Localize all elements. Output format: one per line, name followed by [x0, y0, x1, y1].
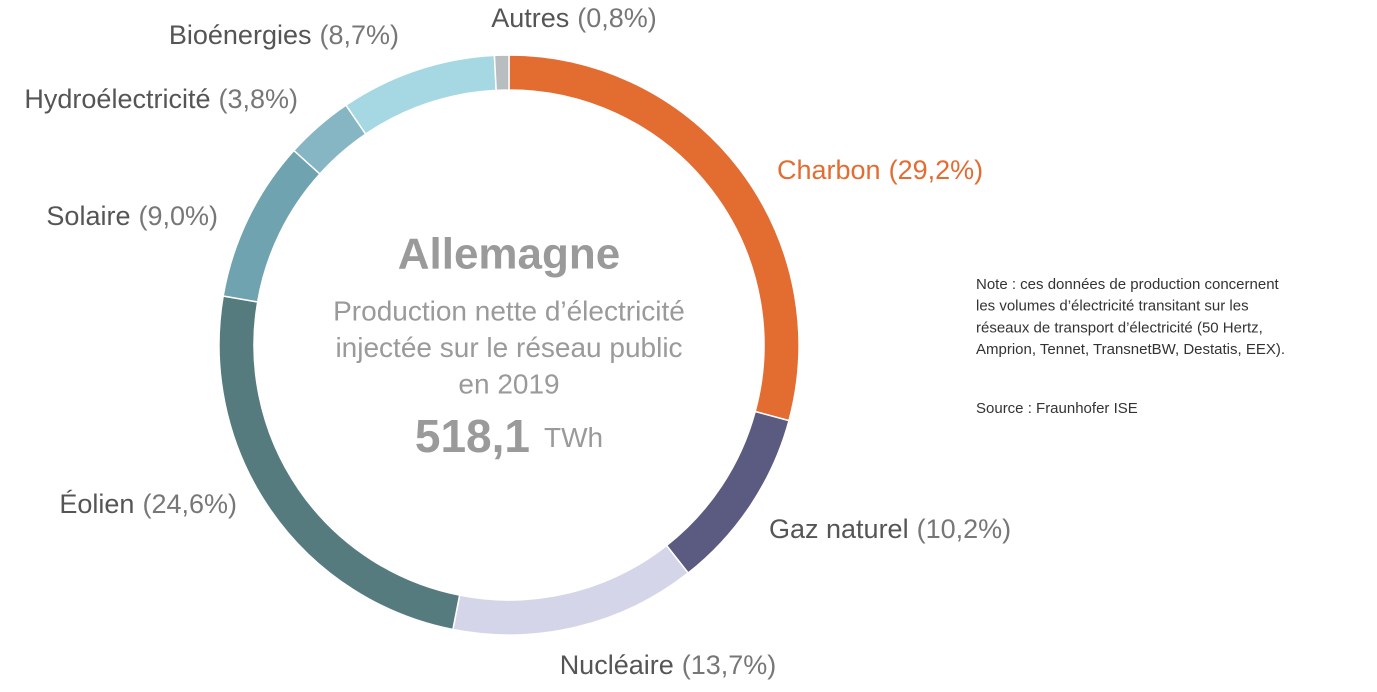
percent-label: (29,2%): [889, 155, 984, 185]
slice-label: Éolien (24,6%): [59, 489, 237, 519]
slice-label: Gaz naturel (10,2%): [769, 514, 1011, 544]
donut-slice: [222, 149, 321, 303]
category-name: Éolien: [59, 489, 134, 519]
note-line: Note : ces données de production concern…: [976, 276, 1280, 293]
slice-label: Solaire (9,0%): [46, 201, 218, 231]
category-name: Hydroélectricité: [24, 84, 210, 114]
category-name: Gaz naturel: [769, 514, 909, 544]
category-name: Autres: [491, 3, 569, 33]
category-name: Bioénergies: [169, 20, 312, 50]
note-line: les volumes d’électricité transitant sur…: [976, 298, 1249, 315]
center-value: 518,1: [415, 410, 530, 462]
percent-label: (13,7%): [682, 650, 777, 680]
category-name: Charbon: [777, 155, 881, 185]
donut-slice: [493, 54, 510, 92]
source: Source : Fraunhofer ISE: [976, 400, 1138, 417]
slice-label: Charbon (29,2%): [777, 155, 983, 185]
category-name: Solaire: [46, 201, 130, 231]
center-total: 518,1 TWh: [415, 410, 603, 462]
slice-label: Bioénergies (8,7%): [169, 20, 399, 50]
subtitle-line: injectée sur le réseau public: [335, 332, 682, 363]
percent-label: (10,2%): [917, 514, 1012, 544]
donut-slice: [665, 410, 790, 575]
slice-label: Autres (0,8%): [491, 3, 657, 33]
percent-label: (0,8%): [577, 3, 657, 33]
percent-label: (9,0%): [138, 201, 218, 231]
subtitle-line: Production nette d’électricité: [333, 295, 685, 326]
note-line: Amprion, Tennet, TransnetBW, Destatis, E…: [976, 341, 1285, 358]
percent-label: (3,8%): [218, 84, 298, 114]
note-line: réseaux de transport d’électricité (50 H…: [976, 319, 1263, 336]
donut-slice: [451, 544, 690, 636]
slice-label: Hydroélectricité (3,8%): [24, 84, 298, 114]
donut-slice: [344, 54, 497, 136]
percent-label: (24,6%): [142, 489, 237, 519]
chart-title: Allemagne: [398, 230, 621, 279]
percent-label: (8,7%): [319, 20, 399, 50]
slice-label: Nucléaire (13,7%): [560, 650, 777, 680]
center-unit: TWh: [544, 422, 603, 453]
category-name: Nucléaire: [560, 650, 674, 680]
subtitle-line: en 2019: [458, 368, 559, 399]
